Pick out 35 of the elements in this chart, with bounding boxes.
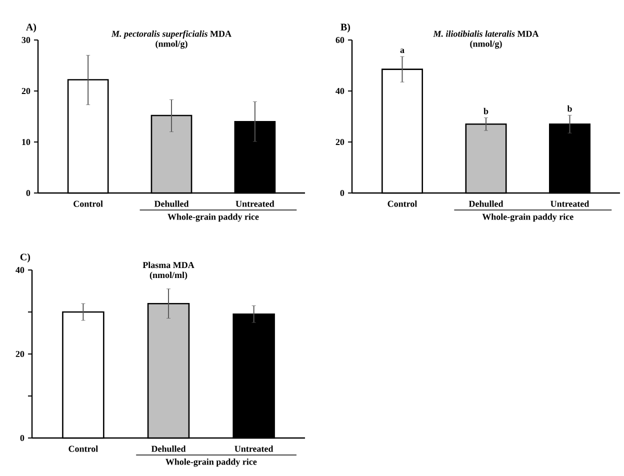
x-tick-label: Untreated [236,200,274,207]
text: Whole-grain paddy rice [166,458,257,467]
text: B) [340,23,350,32]
y-tick-label: 40 [336,88,344,94]
x-tick-label: Dehulled [468,200,504,207]
y-tick-label: 0 [26,190,30,196]
text: C) [20,253,30,262]
x-tick-label: Control [388,200,418,207]
y-tick-label: 10 [22,138,30,146]
annotation: b [567,105,572,112]
x-tick-label: Untreated [234,446,274,452]
chart-title: Plasma MDA [142,262,194,268]
y-tick-label: 20 [22,88,30,94]
chart-title: M. iliotibialis lateralis MDA [433,30,539,37]
y-tick-label: 0 [20,434,24,442]
x-tick-label: Untreated [550,200,590,207]
x-tick-label: Dehulled [154,200,189,207]
text: Whole-grain paddy rice [482,214,574,222]
y-tick-label: 20 [336,138,344,146]
y-tick-label: 40 [16,266,24,274]
x-tick-label: Control [74,200,103,207]
chart-subtitle: (nmol/g) [470,40,502,49]
chart-title: M. pectoralis superficialis MDA [111,30,232,39]
annotation: b [484,108,488,114]
x-tick-label: Dehulled [151,446,186,452]
y-tick-label: 0 [340,190,344,196]
y-tick-label: 30 [22,36,30,44]
y-tick-label: 20 [16,350,24,358]
x-tick-label: Control [68,446,98,452]
text: Whole-grain paddy rice [168,214,259,222]
chart-subtitle: (nmol/g) [156,40,188,49]
y-tick-label: 60 [336,36,344,44]
text: A) [26,23,36,32]
chart-subtitle: (nmol/ml) [150,272,188,280]
annotation: a [400,48,404,54]
